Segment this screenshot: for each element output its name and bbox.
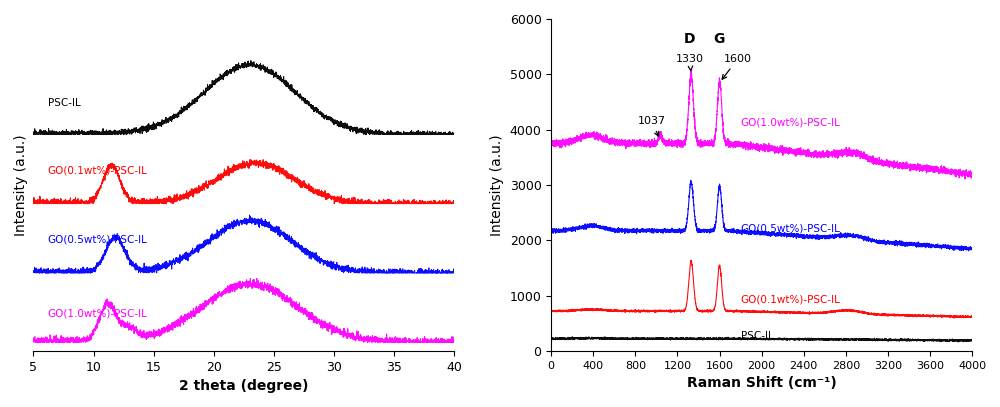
X-axis label: 2 theta (degree): 2 theta (degree) xyxy=(179,379,309,393)
Text: G: G xyxy=(713,32,724,46)
Text: PSC-IL: PSC-IL xyxy=(741,331,773,341)
Text: GO(0.5wt%)-PSC-IL: GO(0.5wt%)-PSC-IL xyxy=(741,223,840,233)
Text: GO(0.5wt%)-PSC-IL: GO(0.5wt%)-PSC-IL xyxy=(48,235,148,245)
Text: GO(1.0wt%)-PSC-IL: GO(1.0wt%)-PSC-IL xyxy=(48,309,148,318)
Y-axis label: Intensity (a.u.): Intensity (a.u.) xyxy=(490,134,504,236)
Y-axis label: Intensity (a.u.): Intensity (a.u.) xyxy=(14,134,28,236)
Text: PSC-IL: PSC-IL xyxy=(48,98,81,107)
Text: 1330: 1330 xyxy=(676,54,704,71)
Text: D: D xyxy=(683,32,695,46)
Text: GO(1.0wt%)-PSC-IL: GO(1.0wt%)-PSC-IL xyxy=(741,117,840,127)
X-axis label: Raman Shift (cm⁻¹): Raman Shift (cm⁻¹) xyxy=(687,376,837,390)
Text: GO(0.1wt%)-PSC-IL: GO(0.1wt%)-PSC-IL xyxy=(741,294,840,304)
Text: 1037: 1037 xyxy=(638,116,666,136)
Text: 1600: 1600 xyxy=(722,54,752,79)
Text: GO(0.1wt%)-PSC-IL: GO(0.1wt%)-PSC-IL xyxy=(48,165,148,175)
